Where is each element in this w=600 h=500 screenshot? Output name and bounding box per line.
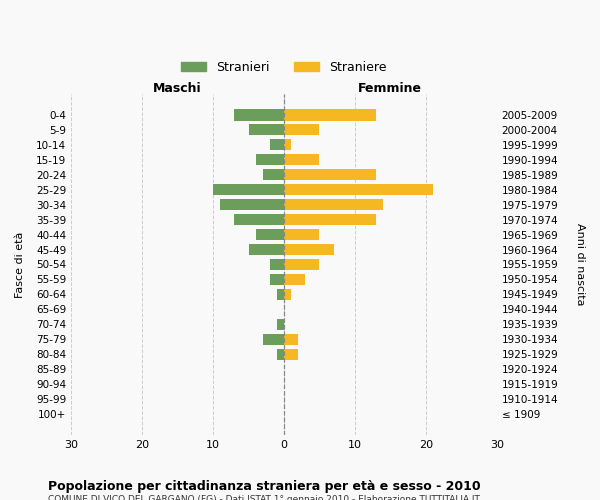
Bar: [284, 199, 383, 210]
Bar: [277, 318, 284, 330]
Bar: [284, 274, 305, 285]
Bar: [284, 334, 298, 345]
Legend: Stranieri, Straniere: Stranieri, Straniere: [176, 56, 392, 78]
Bar: [263, 334, 284, 345]
Bar: [284, 184, 433, 196]
Bar: [270, 274, 284, 285]
Bar: [248, 244, 284, 255]
Bar: [235, 214, 284, 225]
Bar: [284, 244, 334, 255]
Bar: [270, 259, 284, 270]
Bar: [263, 169, 284, 180]
Bar: [213, 184, 284, 196]
Bar: [284, 169, 376, 180]
Bar: [284, 289, 291, 300]
Text: COMUNE DI VICO DEL GARGANO (FG) - Dati ISTAT 1° gennaio 2010 - Elaborazione TUTT: COMUNE DI VICO DEL GARGANO (FG) - Dati I…: [48, 495, 480, 500]
Y-axis label: Anni di nascita: Anni di nascita: [575, 223, 585, 306]
Text: Femmine: Femmine: [358, 82, 422, 96]
Text: Popolazione per cittadinanza straniera per età e sesso - 2010: Popolazione per cittadinanza straniera p…: [48, 480, 481, 493]
Bar: [284, 259, 319, 270]
Bar: [284, 124, 319, 136]
Y-axis label: Fasce di età: Fasce di età: [15, 232, 25, 298]
Bar: [284, 229, 319, 240]
Bar: [256, 229, 284, 240]
Bar: [248, 124, 284, 136]
Bar: [235, 110, 284, 120]
Bar: [284, 348, 298, 360]
Text: Maschi: Maschi: [153, 82, 202, 96]
Bar: [284, 214, 376, 225]
Bar: [277, 348, 284, 360]
Bar: [284, 154, 319, 166]
Bar: [270, 139, 284, 150]
Bar: [220, 199, 284, 210]
Bar: [277, 289, 284, 300]
Bar: [284, 110, 376, 120]
Bar: [256, 154, 284, 166]
Bar: [284, 139, 291, 150]
